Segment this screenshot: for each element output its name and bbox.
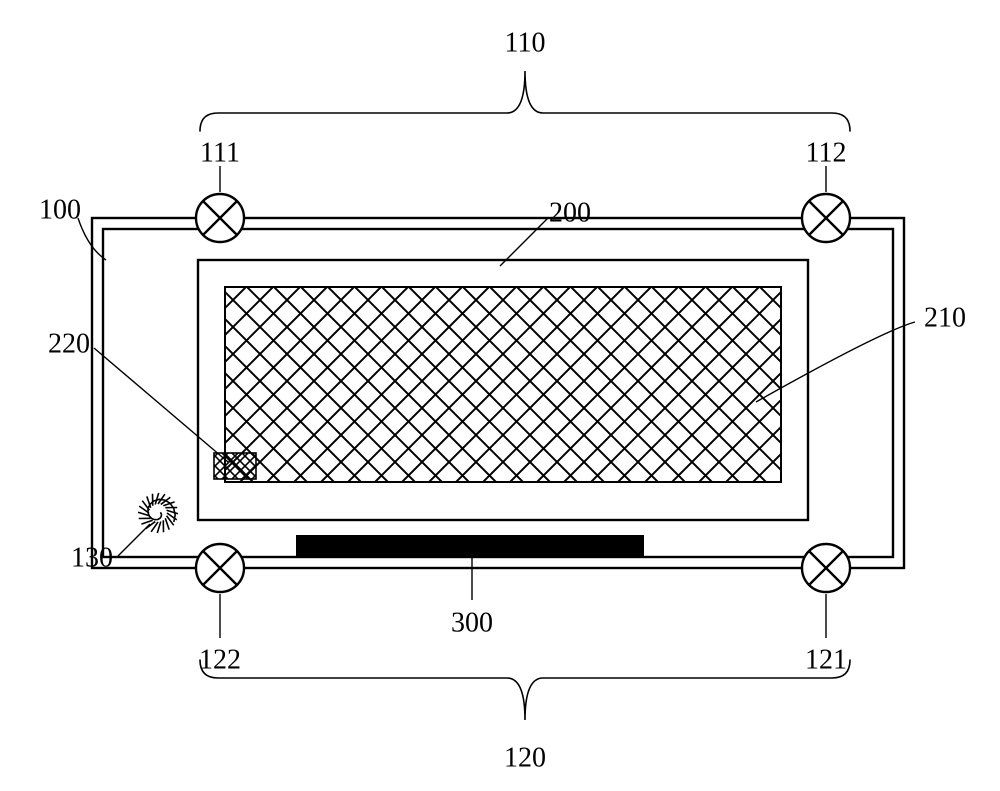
callout-200: [500, 218, 548, 266]
outer-box-rail: [103, 229, 893, 557]
: [30, 0, 976, 341]
sensor-box: [188, 359, 282, 573]
wheel-111: [196, 194, 244, 242]
label-121: 121: [805, 644, 847, 675]
: [30, 0, 976, 584]
callout-130: [118, 524, 150, 556]
label-112: 112: [806, 137, 847, 168]
: [141, 520, 152, 524]
: [188, 409, 282, 503]
label-130: 130: [71, 542, 113, 573]
outer-box: [92, 218, 904, 568]
: [30, 0, 976, 557]
: [30, 70, 976, 791]
: [30, 0, 976, 530]
wheel-122: [196, 544, 244, 592]
wheel-112: [802, 194, 850, 242]
label-100: 100: [39, 194, 81, 225]
spiral-fan-icon: [138, 493, 178, 533]
: [30, 259, 976, 791]
: [165, 518, 169, 529]
: [30, 178, 976, 791]
wheel-121: [802, 544, 850, 592]
label-122: 122: [199, 644, 241, 675]
: [30, 0, 976, 341]
label-120: 120: [504, 742, 546, 773]
brace-110: [200, 71, 850, 131]
: [30, 0, 976, 557]
: [30, 421, 976, 791]
: [30, 205, 976, 791]
label-300: 300: [451, 607, 493, 638]
: [30, 0, 976, 368]
label-210: 210: [924, 302, 966, 333]
: [30, 0, 976, 746]
: [30, 178, 976, 791]
: [30, 259, 976, 791]
: [30, 70, 976, 791]
: [30, 0, 976, 503]
label-111: 111: [200, 137, 240, 168]
: [30, 394, 976, 791]
: [30, 151, 976, 791]
: [30, 0, 976, 584]
black-bar: [296, 535, 644, 557]
: [188, 459, 282, 553]
: [30, 0, 976, 746]
: [30, 448, 976, 791]
label-220: 220: [48, 328, 90, 359]
: [30, 205, 976, 791]
label-200: 200: [549, 197, 591, 228]
: [30, 0, 976, 368]
callout-220: [94, 348, 228, 462]
label-110: 110: [505, 27, 546, 58]
brace-120: [200, 660, 850, 720]
: [30, 151, 976, 791]
: [30, 0, 976, 530]
: [30, 0, 976, 503]
